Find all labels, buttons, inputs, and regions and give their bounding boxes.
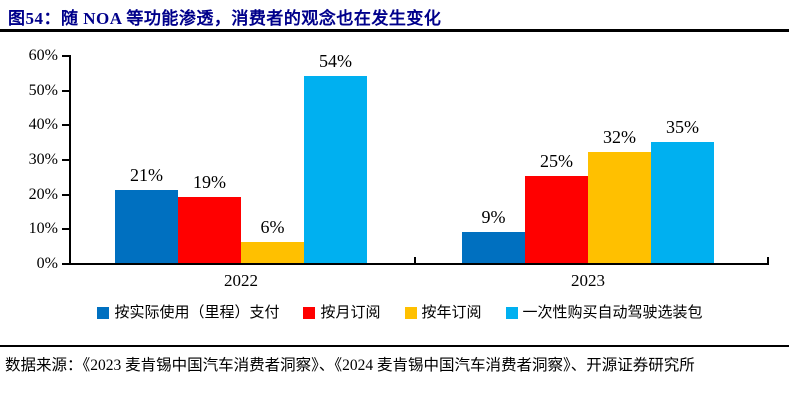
legend-label: 一次性购买自动驾驶选装包 xyxy=(522,305,703,321)
y-axis xyxy=(69,55,71,265)
legend-swatch-icon xyxy=(505,307,518,319)
bar-2022-series-2 xyxy=(241,242,304,263)
bar-2022-series-0 xyxy=(115,190,178,263)
title-divider xyxy=(0,29,789,32)
bar-chart: 0% 10% 20% 30% 40% 50% 60% 21% 19% 6% 54% 2022 9% 25%… xyxy=(28,47,769,290)
bar-2023-series-2 xyxy=(588,152,651,263)
x-tick xyxy=(414,257,416,263)
bar-2023-series-3 xyxy=(651,141,714,263)
legend-label: 按年订阅 xyxy=(421,305,482,321)
bar-value-label: 6% xyxy=(260,217,285,238)
x-axis xyxy=(69,263,769,265)
bar-value-label: 9% xyxy=(481,206,506,227)
y-axis-tick-label: 20% xyxy=(28,185,58,203)
bar-value-label: 32% xyxy=(603,127,636,148)
bar-value-label: 54% xyxy=(319,50,352,71)
legend-item-0: 按实际使用（里程）支付 xyxy=(97,304,279,322)
source-divider xyxy=(0,345,789,347)
y-tick xyxy=(62,263,70,265)
x-tick xyxy=(767,257,769,263)
bar-value-label: 21% xyxy=(130,165,163,186)
y-axis-tick-label: 50% xyxy=(28,81,58,99)
bar-2023-series-1 xyxy=(525,176,588,263)
y-axis-tick-label: 60% xyxy=(28,47,58,64)
legend-item-3: 一次性购买自动驾驶选装包 xyxy=(505,304,703,322)
y-tick xyxy=(62,55,70,57)
y-tick xyxy=(62,89,70,92)
bar-2022-series-3 xyxy=(304,75,367,263)
legend-swatch-icon xyxy=(404,307,417,319)
legend-item-1: 按月订阅 xyxy=(303,304,381,322)
bar-value-label: 25% xyxy=(540,151,573,172)
legend-label: 按月订阅 xyxy=(320,305,381,321)
bar-value-label: 19% xyxy=(193,172,226,193)
category-label: 2022 xyxy=(224,271,258,290)
y-tick xyxy=(62,124,70,127)
y-tick xyxy=(62,159,70,161)
y-axis-tick-label: 30% xyxy=(28,151,58,168)
y-tick xyxy=(62,228,70,231)
bar-2022-series-1 xyxy=(178,197,241,263)
bar-2023-series-0 xyxy=(462,231,525,263)
y-axis-tick-label: 40% xyxy=(28,116,58,134)
y-axis-tick-label: 10% xyxy=(28,220,58,238)
legend-label: 按实际使用（里程）支付 xyxy=(114,305,280,321)
legend-item-2: 按年订阅 xyxy=(404,304,482,322)
chart-legend: 按实际使用（里程）支付 按月订阅 按年订阅 一次性购买自动驾驶选装包 xyxy=(0,304,800,322)
legend-swatch-icon xyxy=(97,307,110,319)
figure-title: 图54：随 NOA 等功能渗透，消费者的观念也在发生变化 xyxy=(8,9,442,28)
y-tick xyxy=(62,193,70,196)
data-source: 数据来源：《2023 麦肯锡中国汽车消费者洞察》、《2024 麦肯锡中国汽车消费… xyxy=(5,357,695,374)
legend-swatch-icon xyxy=(303,307,316,319)
y-axis-tick-label: 0% xyxy=(36,255,58,272)
bar-value-label: 35% xyxy=(666,116,699,137)
category-label: 2023 xyxy=(571,271,605,290)
